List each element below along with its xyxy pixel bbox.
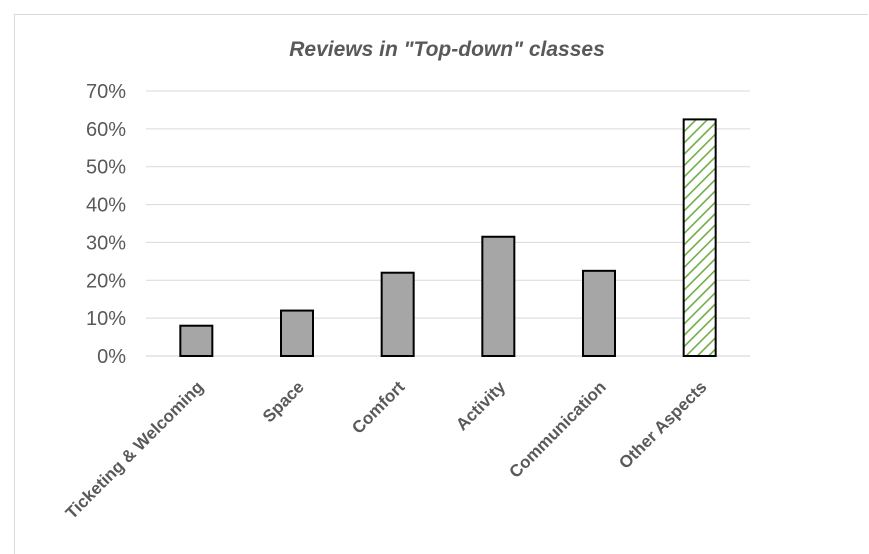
y-tick-label: 60% bbox=[86, 119, 126, 141]
y-tick-label: 20% bbox=[86, 270, 126, 292]
x-tick-label: Space bbox=[259, 377, 308, 426]
y-tick-label: 50% bbox=[86, 157, 126, 179]
y-tick-label: 0% bbox=[97, 346, 126, 368]
bar-ticketing-welcoming bbox=[179, 324, 214, 358]
x-tick-label: Communication bbox=[506, 377, 610, 481]
x-axis-ticks: Ticketing & Welcoming Space Comfort Activit… bbox=[62, 377, 711, 523]
chart-frame bbox=[14, 14, 868, 554]
x-tick-label: Activity bbox=[452, 377, 509, 434]
chart-title: Reviews in "Top-down" classes bbox=[289, 38, 605, 61]
y-tick-label: 70% bbox=[86, 81, 126, 103]
bar-comfort bbox=[380, 271, 415, 358]
y-tick-label: 10% bbox=[86, 308, 126, 330]
gridlines bbox=[146, 90, 750, 357]
y-axis-ticks: 0% 10% 20% 30% 40% 50% 60% 70% bbox=[86, 81, 126, 368]
bar-other-aspects bbox=[682, 118, 717, 358]
bar-activity bbox=[481, 235, 516, 357]
x-tick-label: Other Aspects bbox=[615, 377, 710, 472]
y-tick-label: 40% bbox=[86, 195, 126, 217]
bar-communication bbox=[582, 269, 616, 358]
bar-space bbox=[280, 309, 314, 358]
x-tick-label: Comfort bbox=[348, 377, 408, 437]
bars bbox=[179, 118, 717, 358]
y-tick-label: 30% bbox=[86, 232, 126, 254]
x-tick-label: Ticketing & Welcoming bbox=[62, 377, 207, 522]
